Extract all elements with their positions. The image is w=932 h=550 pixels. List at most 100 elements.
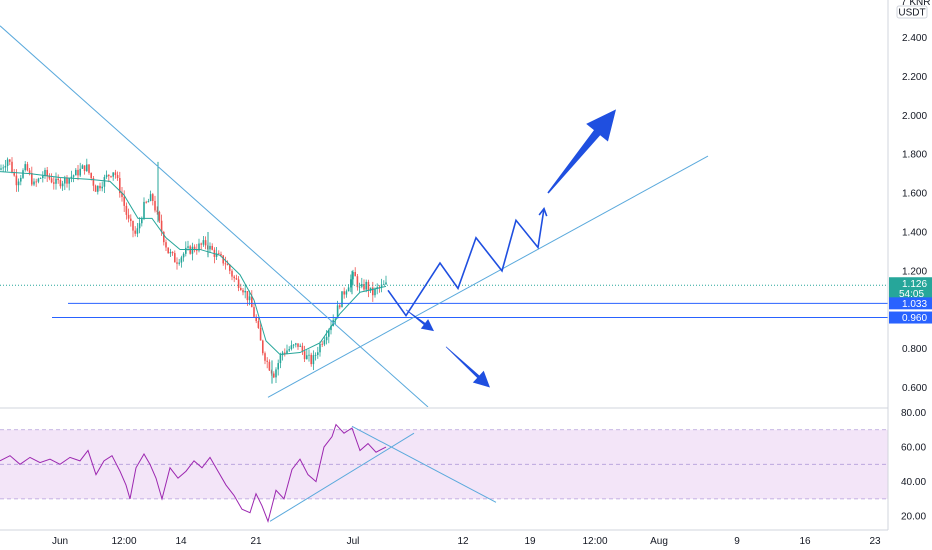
candle-body — [143, 201, 145, 220]
candle-body — [152, 194, 154, 201]
candle-body — [264, 353, 266, 361]
candle-body — [154, 200, 156, 211]
candle-body — [343, 291, 345, 295]
level-badge-0 — [889, 297, 932, 310]
candle-body — [204, 240, 207, 246]
rsi-pane[interactable] — [0, 423, 888, 523]
candle-body — [321, 343, 323, 345]
time-tick-label: 12:00 — [582, 536, 607, 547]
time-tick-label: 9 — [734, 536, 740, 547]
candle-body — [83, 165, 86, 171]
candle-body — [167, 247, 169, 254]
candle-body — [119, 178, 121, 194]
candle-body — [350, 279, 352, 288]
price-tick-label: 2.200 — [902, 72, 927, 83]
candle-body — [259, 327, 262, 341]
rsi-line — [0, 423, 387, 523]
candle-body — [200, 243, 202, 245]
level-badge-label-0: 1.033 — [902, 299, 927, 310]
candle-body — [244, 290, 246, 293]
moving-average-line — [0, 171, 387, 356]
candle-body — [72, 175, 75, 177]
candle-body — [97, 185, 99, 192]
candle-body — [121, 193, 123, 197]
price-tick-label: 2.400 — [902, 33, 927, 44]
candle-body — [108, 174, 110, 177]
candle-body — [367, 281, 370, 291]
time-tick-label: 23 — [869, 536, 881, 547]
candle-body — [268, 361, 271, 371]
candle-body — [275, 369, 277, 378]
candle-body — [328, 330, 330, 337]
candle-body — [4, 165, 7, 168]
candle-body — [363, 283, 365, 290]
price-candles — [0, 157, 387, 384]
candle-body — [336, 305, 339, 319]
candle-body — [53, 182, 55, 184]
time-axis[interactable] — [0, 530, 932, 550]
candle-body — [123, 196, 125, 206]
time-tick-label: 12 — [457, 536, 469, 547]
candle-body — [171, 251, 174, 254]
candle-body — [383, 284, 385, 286]
candle-body — [319, 343, 321, 353]
candle-body — [55, 178, 57, 184]
time-tick-label: Jun — [52, 536, 68, 547]
candle-body — [86, 164, 88, 171]
candle-body — [279, 355, 282, 364]
uptrend-line — [267, 155, 709, 398]
candle-body — [90, 172, 92, 179]
candle-body — [182, 253, 185, 258]
last-price-badge — [889, 277, 932, 300]
candle-body — [218, 253, 220, 255]
candle-body — [125, 205, 128, 215]
candle-body — [132, 220, 134, 231]
candle-body — [178, 262, 180, 264]
candle-body — [92, 178, 95, 186]
price-axis[interactable] — [888, 0, 932, 530]
candle-body — [317, 352, 319, 355]
candle-body — [312, 355, 315, 365]
candle-body — [235, 278, 238, 280]
rsi-axis-ticks: 80.00 60.00 40.00 20.00 — [901, 408, 926, 523]
candle-body — [130, 218, 132, 221]
candle-body — [202, 240, 205, 245]
candle-body — [325, 336, 328, 341]
projection-down-arrow-2 — [445, 346, 490, 388]
candle-body — [299, 345, 301, 347]
downtrend-line — [0, 25, 429, 407]
candle-body — [136, 228, 139, 234]
candle-body — [314, 354, 317, 356]
candle-body — [20, 177, 22, 182]
projection-down-arrow-1 — [405, 309, 434, 332]
candle-body — [211, 245, 213, 250]
candle-body — [176, 262, 178, 264]
candle-body — [145, 201, 147, 203]
currency-badge[interactable] — [896, 5, 928, 19]
moving-average — [0, 171, 387, 356]
candle-body — [339, 305, 341, 308]
candle-body — [59, 180, 62, 187]
candle-body — [66, 177, 68, 184]
candle-body — [81, 165, 84, 169]
candle-body — [189, 246, 191, 254]
candle-body — [310, 354, 312, 365]
rsi-drawings — [269, 425, 497, 522]
candle-body — [94, 185, 97, 192]
price-pane[interactable] — [0, 25, 888, 407]
rsi-downtrend-line — [351, 425, 497, 503]
candle-body — [347, 287, 350, 292]
candle-body — [248, 296, 251, 301]
candle-body — [17, 181, 20, 186]
candle-body — [127, 214, 130, 219]
candle-body — [193, 246, 196, 251]
price-tick-label: 1.400 — [902, 227, 927, 238]
candle-body — [9, 159, 11, 162]
candle-body — [15, 175, 18, 186]
candle-body — [198, 243, 200, 251]
time-tick-label: 12:00 — [111, 536, 136, 547]
candle-body — [138, 223, 141, 229]
candle-body — [149, 194, 152, 202]
